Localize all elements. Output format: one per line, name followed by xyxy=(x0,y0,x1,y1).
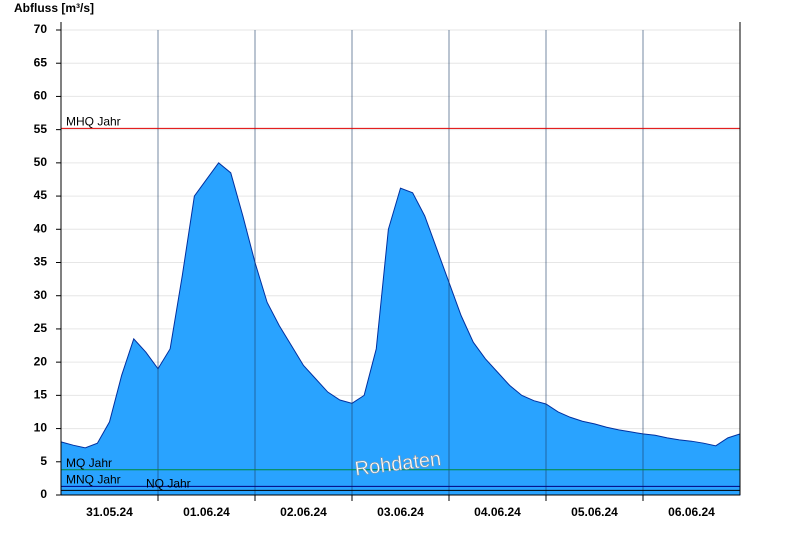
x-tick-label: 02.06.24 xyxy=(280,505,327,519)
area xyxy=(60,162,741,496)
y-tick-label: 0 xyxy=(40,487,47,501)
y-tick-label: 55 xyxy=(34,122,48,136)
y-axis-title: Abfluss [m³/s] xyxy=(14,1,94,15)
x-tick-label: 04.06.24 xyxy=(474,505,521,519)
y-tick-label: 40 xyxy=(34,221,48,235)
y-tick-label: 45 xyxy=(34,188,48,202)
reference-line-label: MNQ Jahr xyxy=(66,473,121,487)
y-tick-label: 65 xyxy=(34,55,48,69)
y-tick-label: 5 xyxy=(40,454,47,468)
y-tick-label: 50 xyxy=(34,155,48,169)
reference-line-label: NQ Jahr xyxy=(146,477,191,491)
x-tick-label: 01.06.24 xyxy=(183,505,230,519)
x-tick-label: 03.06.24 xyxy=(377,505,424,519)
x-tick-label: 31.05.24 xyxy=(86,505,133,519)
x-tick-label: 06.06.24 xyxy=(668,505,715,519)
y-tick-label: 60 xyxy=(34,89,48,103)
y-tick-label: 35 xyxy=(34,255,48,269)
x-tick-label: 05.06.24 xyxy=(571,505,618,519)
y-tick-label: 10 xyxy=(34,421,48,435)
y-tick-label: 15 xyxy=(34,388,48,402)
y-tick-label: 20 xyxy=(34,354,48,368)
reference-line-label: MQ Jahr xyxy=(66,456,112,470)
reference-line-label: MHQ Jahr xyxy=(66,114,121,128)
y-tick-label: 30 xyxy=(34,288,48,302)
y-tick-label: 25 xyxy=(34,321,48,335)
y-tick-label: 70 xyxy=(34,22,48,36)
